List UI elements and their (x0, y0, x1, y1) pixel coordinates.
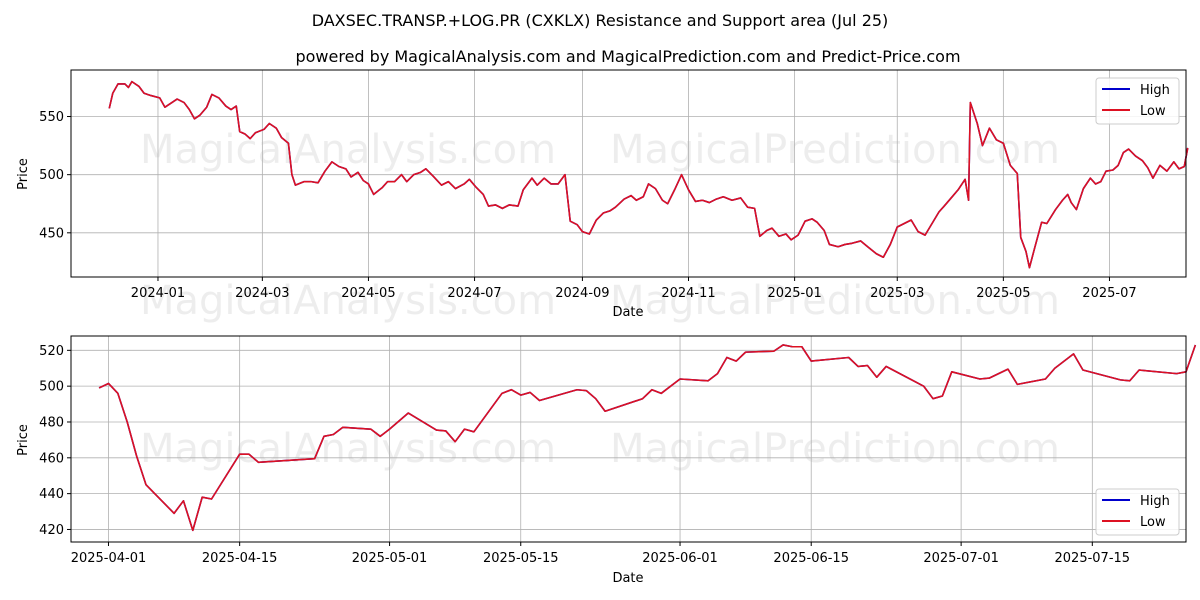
top-x-axis-label: Date (612, 305, 643, 320)
x-tick-label: 2024-11 (661, 286, 715, 301)
bottom-x-axis: 2025-04-01 2025-04-15 2025-05-01 2025-05-15… (71, 542, 1130, 566)
bottom-y-axis: 420 440 460 480 500 520 (39, 344, 71, 538)
bottom-series-lines (98, 344, 1197, 532)
x-tick-label: 2024-09 (555, 286, 609, 301)
bottom-y-axis-label: Price (16, 424, 31, 456)
top-x-axis: 2024-01 2024-03 2024-05 2024-07 2024-09 2024-… (131, 277, 1137, 301)
top-gridlines (71, 70, 1186, 277)
y-tick-label: 440 (39, 487, 64, 502)
top-legend: High Low (1095, 77, 1180, 125)
watermark-analysis-bottom: MagicalAnalysis.com (140, 426, 556, 472)
y-tick-label: 520 (39, 344, 64, 359)
y-tick-label: 480 (39, 415, 64, 430)
x-tick-label: 2024-03 (235, 286, 289, 301)
watermark-analysis-lower: MagicalAnalysis.com (140, 278, 556, 324)
x-tick-label: 2025-04-15 (202, 551, 278, 566)
chart-title: DAXSEC.TRANSP.+LOG.PR (CXKLX) Resistance… (312, 11, 889, 30)
watermark-prediction-lower: MagicalPrediction.com (610, 278, 1060, 324)
bottom-gridlines (71, 336, 1186, 542)
watermark-prediction-bottom: MagicalPrediction.com (610, 426, 1060, 472)
x-tick-label: 2025-07-15 (1055, 551, 1131, 566)
top-axes-frame (70, 69, 1187, 278)
bottom-axes-frame (70, 335, 1187, 543)
y-tick-label: 420 (39, 523, 64, 538)
x-tick-label: 2025-05 (976, 286, 1030, 301)
top-series-lines (108, 80, 1189, 269)
x-tick-label: 2025-07 (1082, 286, 1136, 301)
bottom-chart-panel: MagicalAnalysis.com MagicalPrediction.co… (16, 335, 1197, 586)
x-tick-label: 2024-01 (131, 286, 185, 301)
x-tick-label: 2024-07 (447, 286, 501, 301)
bottom-legend: High Low (1095, 488, 1180, 536)
x-tick-label: 2025-06-01 (642, 551, 718, 566)
top-legend-low-label: Low (1140, 104, 1166, 119)
top-y-axis: 450 500 550 (39, 110, 71, 241)
bottom-legend-high-label: High (1140, 494, 1170, 509)
y-tick-label: 500 (39, 168, 64, 183)
top-chart-panel: MagicalAnalysis.com MagicalPrediction.co… (16, 69, 1189, 324)
bottom-x-axis-label: Date (612, 571, 643, 586)
x-tick-label: 2025-05-01 (352, 551, 428, 566)
x-tick-label: 2025-04-01 (71, 551, 147, 566)
chart-subtitle: powered by MagicalAnalysis.com and Magic… (295, 47, 960, 66)
x-tick-label: 2025-06-15 (773, 551, 849, 566)
top-y-axis-label: Price (16, 158, 31, 190)
watermark-analysis: MagicalAnalysis.com (140, 127, 556, 173)
x-tick-label: 2025-03 (870, 286, 924, 301)
y-tick-label: 500 (39, 380, 64, 395)
y-tick-label: 450 (39, 226, 64, 241)
x-tick-label: 2025-07-01 (923, 551, 999, 566)
watermark-prediction: MagicalPrediction.com (610, 127, 1060, 173)
x-tick-label: 2024-05 (341, 286, 395, 301)
x-tick-label: 2025-05-15 (483, 551, 559, 566)
bottom-legend-low-label: Low (1140, 515, 1166, 530)
x-tick-label: 2025-01 (767, 286, 821, 301)
y-tick-label: 460 (39, 451, 64, 466)
low-series-line (98, 344, 1197, 532)
top-legend-high-label: High (1140, 83, 1170, 98)
y-tick-label: 550 (39, 110, 64, 125)
low-series-line (108, 80, 1189, 269)
